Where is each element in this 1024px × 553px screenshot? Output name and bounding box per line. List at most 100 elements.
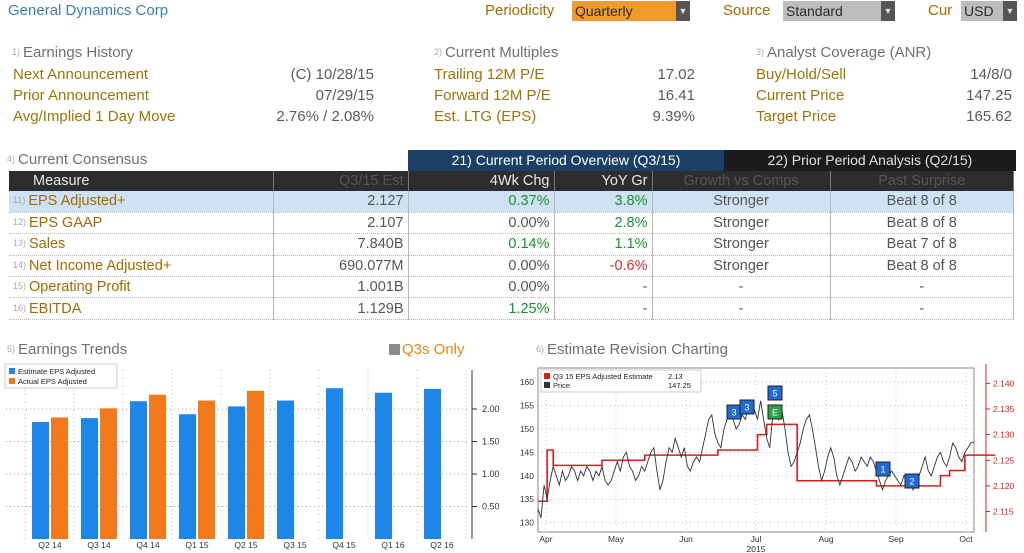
section-number: 1) — [12, 47, 21, 57]
column-header-4wk-change[interactable]: 4Wk Chg — [408, 171, 555, 191]
chevron-down-icon[interactable]: ▼ — [881, 1, 895, 21]
chevron-down-icon[interactable]: ▼ — [1003, 1, 1017, 21]
cell-measure: 13) Sales — [9, 233, 274, 256]
measure-label: Sales — [29, 236, 66, 253]
day-move-value: 2.76% / 2.08% — [276, 108, 374, 125]
periodicity-dropdown[interactable]: Quarterly ▼ — [572, 1, 690, 21]
marker-label: 3 — [731, 408, 736, 418]
cell-4wk-change: 0.00% — [408, 212, 555, 235]
current-consensus-header[interactable]: 4) Current Consensus — [7, 151, 147, 168]
table-header-row: Measure Q3/15 Est 4Wk Chg YoY Gr Growth … — [9, 171, 1014, 191]
x-tick-label: Oct — [959, 534, 973, 544]
cell-past-surprise: - — [830, 276, 1014, 299]
table-row[interactable]: 16) EBITDA 1.129B 1.25% - - - — [9, 297, 1014, 320]
bar-estimate — [424, 388, 441, 539]
earnings-history-header[interactable]: 1) Earnings History — [12, 44, 133, 61]
analyst-coverage-header[interactable]: 3) Analyst Coverage (ANR) — [756, 44, 931, 61]
x-tick-label: Apr — [539, 534, 552, 544]
cell-growth-vs-comps: Stronger — [652, 233, 831, 256]
prior-announcement-label: Prior Announcement — [13, 87, 149, 104]
cell-estimate: 1.001B — [273, 276, 409, 299]
cell-estimate: 2.107 — [273, 212, 409, 235]
cell-measure: 12) EPS GAAP — [9, 212, 274, 235]
section-number: 5) — [7, 344, 16, 354]
event-marker: 3 — [739, 399, 755, 415]
cell-4wk-change: 0.00% — [408, 255, 555, 278]
cell-growth-vs-comps: - — [652, 297, 831, 320]
x-tick-label: Q3 15 — [283, 540, 306, 550]
marker-box — [767, 385, 783, 401]
y-tick-label: 0.50 — [482, 502, 500, 512]
cell-past-surprise: Beat 7 of 8 — [830, 233, 1014, 256]
row-number: 12) — [13, 217, 27, 228]
y-left-tick-label: 160 — [520, 377, 534, 387]
checkbox-icon[interactable] — [389, 344, 400, 355]
cell-measure: 11) EPS Adjusted+ — [9, 191, 274, 213]
currency-label: Cur — [928, 2, 953, 19]
cell-past-surprise: - — [830, 297, 1014, 320]
source-value: Standard — [786, 3, 843, 19]
plot-frame — [537, 367, 975, 533]
table-row[interactable]: 12) EPS GAAP 2.107 0.00% 2.8% Stronger Beat 8 … — [9, 212, 1014, 235]
column-header-past-surprise[interactable]: Past Surprise — [830, 171, 1014, 191]
legend-label: Price — [553, 381, 570, 390]
cell-estimate: 690.077M — [273, 255, 409, 278]
tab-current-period-overview[interactable]: 21) Current Period Overview (Q3/15) — [408, 150, 724, 171]
cell-past-surprise: Beat 8 of 8 — [830, 191, 1014, 213]
security-title[interactable]: General Dynamics Corp — [8, 2, 169, 19]
table-row[interactable]: 11) EPS Adjusted+ 2.127 0.37% 3.8% Stronger Be… — [9, 191, 1014, 213]
bar-estimate — [32, 422, 49, 539]
q3s-only-toggle[interactable]: Q3s Only — [389, 341, 465, 358]
cell-yoy-growth: - — [554, 297, 653, 320]
cell-estimate: 7.840B — [273, 233, 409, 256]
column-header-measure[interactable]: Measure — [9, 171, 274, 191]
row-number: 11) — [13, 195, 26, 206]
bar-estimate — [375, 392, 392, 539]
earnings-trends-header[interactable]: 5) Earnings Trends — [7, 341, 127, 358]
x-tick-label: Q4 14 — [136, 540, 159, 550]
trailing-pe-label: Trailing 12M P/E — [434, 66, 545, 83]
estimate-revision-header[interactable]: 6) Estimate Revision Charting — [536, 341, 728, 358]
table-row[interactable]: 13) Sales 7.840B 0.14% 1.1% Stronger Beat 7 of… — [9, 233, 1014, 256]
column-header-estimate[interactable]: Q3/15 Est — [273, 171, 409, 191]
currency-dropdown[interactable]: USD ▼ — [961, 1, 1017, 21]
x-tick-label: Q4 15 — [332, 540, 355, 550]
column-header-growth-vs-comps[interactable]: Growth vs Comps — [652, 171, 831, 191]
y-right-tick-label: 2.135 — [993, 404, 1015, 414]
bar-estimate — [326, 388, 343, 539]
table-row[interactable]: 14) Net Income Adjusted+ 690.077M 0.00% -0.6… — [9, 255, 1014, 278]
cell-measure: 15) Operating Profit — [9, 276, 274, 299]
chevron-down-icon[interactable]: ▼ — [676, 1, 690, 21]
y-left-tick-label: 130 — [520, 518, 534, 528]
current-multiples-header[interactable]: 2) Current Multiples — [434, 44, 558, 61]
marker-box — [767, 404, 783, 420]
cell-4wk-change: 1.25% — [408, 297, 555, 320]
legend-swatch — [544, 373, 550, 379]
column-header-yoy-growth[interactable]: YoY Gr — [554, 171, 653, 191]
buy-hold-sell-value: 14/8/0 — [970, 66, 1012, 83]
legend-label: Q3 15 EPS Adjusted Estimate — [553, 372, 653, 381]
bar-estimate — [130, 401, 147, 539]
event-marker: 5 — [767, 385, 783, 401]
cell-yoy-growth: 1.1% — [554, 233, 653, 256]
table-row[interactable]: 15) Operating Profit 1.001B 0.00% - - - — [9, 276, 1014, 299]
x-tick-label: Aug — [818, 534, 833, 544]
y-left-tick-label: 150 — [520, 424, 534, 434]
tab-prior-period-analysis[interactable]: 22) Prior Period Analysis (Q2/15) — [724, 150, 1016, 171]
section-title: Analyst Coverage (ANR) — [767, 44, 932, 61]
source-dropdown[interactable]: Standard ▼ — [783, 1, 895, 21]
buy-hold-sell-label: Buy/Hold/Sell — [756, 66, 847, 83]
y-right-tick-label: 2.140 — [993, 378, 1015, 388]
cell-past-surprise: Beat 8 of 8 — [830, 255, 1014, 278]
next-announcement-value: (C) 10/28/15 — [290, 66, 374, 83]
forward-pe-value: 16.41 — [657, 87, 695, 104]
next-announcement-label: Next Announcement — [13, 66, 149, 83]
section-title: Earnings Trends — [18, 341, 128, 358]
row-number: 16) — [13, 302, 27, 313]
y-tick-label: 1.50 — [482, 437, 500, 447]
q3s-only-label: Q3s Only — [402, 341, 465, 358]
cell-yoy-growth: 2.8% — [554, 212, 653, 235]
marker-box — [904, 473, 920, 489]
x-tick-label: Q1 16 — [381, 540, 404, 550]
target-price-label: Target Price — [756, 108, 837, 125]
